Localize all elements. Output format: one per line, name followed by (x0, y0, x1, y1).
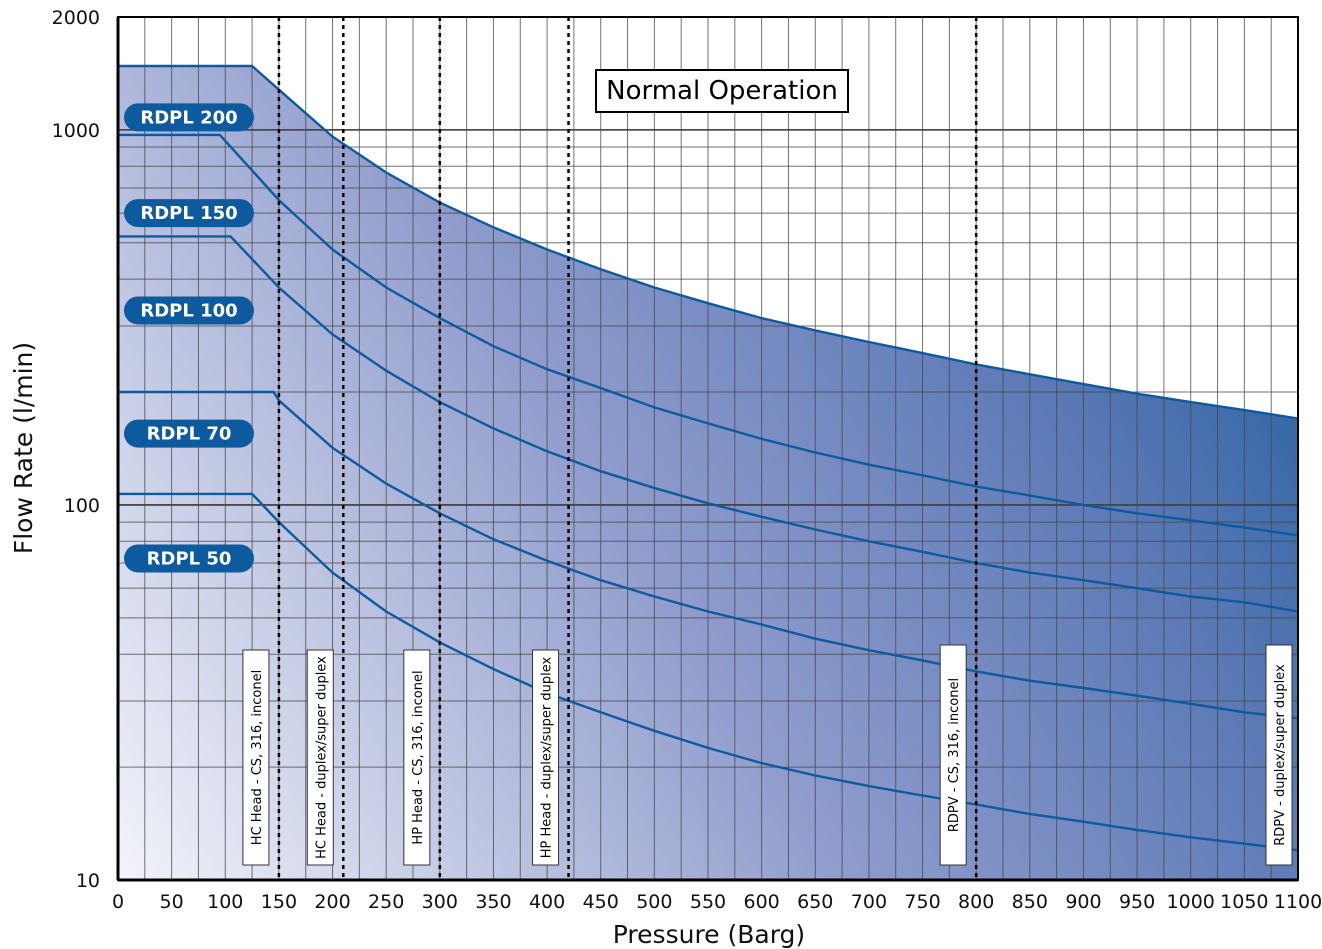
x-tick-label: 50 (160, 891, 184, 913)
x-tick-label: 550 (690, 891, 726, 913)
pressure-limit-label: RDPV - duplex/super duplex (1273, 664, 1288, 846)
pressure-limit-label: HC Head - CS, 316, inconel (250, 670, 265, 845)
series-label-pill (124, 103, 254, 132)
flow-curves (118, 64, 1299, 852)
pressure-limit-label-box (532, 649, 560, 866)
series-label-pill (124, 199, 254, 228)
banner-box (595, 69, 849, 113)
pressure-limit-label: HP Head - CS, 316, inconel (411, 670, 426, 844)
curve-rdpl-150 (118, 133, 1299, 537)
pressure-limit-label-box (403, 649, 431, 866)
x-tick-label: 1100 (1274, 891, 1322, 913)
x-tick-label: 150 (261, 891, 297, 913)
banner: Normal Operation (595, 69, 849, 113)
banner-text: Normal Operation (606, 76, 838, 106)
series-label: RDPL 70 (147, 424, 232, 445)
series-label: RDPL 200 (140, 107, 237, 128)
pressure-limit-label: RDPV - CS, 316, inconel (947, 678, 962, 832)
curve-rdpl-100 (118, 235, 1299, 613)
pressure-limit-label: HC Head - duplex/super duplex (314, 656, 329, 859)
y-axis-title: Flow Rate (l/min) (9, 342, 38, 554)
series-label: RDPL 100 (140, 300, 237, 321)
pressure-limit-label-box (1265, 644, 1293, 866)
x-tick-label: 800 (958, 891, 994, 913)
x-tick-label: 700 (851, 891, 887, 913)
x-tick-label: 300 (422, 891, 458, 913)
x-tick-label: 100 (207, 891, 243, 913)
x-tick-label: 750 (904, 891, 940, 913)
x-axis-ticks: 0 50 100 150 200 250 300 350 400 450 500 550 600 650 7… (112, 891, 1322, 913)
x-tick-label: 200 (314, 891, 350, 913)
pressure-limit-label-box (306, 649, 334, 866)
pressure-limit-label: HP Head - duplex/super duplex (540, 656, 555, 858)
x-tick-label: 1050 (1220, 891, 1268, 913)
curve-rdpl-50 (118, 492, 1299, 852)
series-label-pill (124, 296, 254, 325)
curve-rdpl-70 (118, 390, 1299, 720)
x-tick-label: 600 (744, 891, 780, 913)
series-label-pill (124, 544, 254, 573)
x-tick-label: 400 (529, 891, 565, 913)
x-tick-label: 350 (475, 891, 511, 913)
series-label: RDPL 150 (140, 203, 237, 224)
series-label: RDPL 50 (147, 548, 232, 569)
x-tick-label: 950 (1119, 891, 1155, 913)
y-axis-ticks: 10 100 1000 2000 (52, 7, 100, 892)
pressure-limit-lines: HC Head - CS, 316, inconel HC Head - dupl… (242, 17, 1293, 880)
plot-frame (116, 16, 1299, 882)
x-tick-label: 250 (368, 891, 404, 913)
x-tick-label: 900 (1065, 891, 1101, 913)
x-axis-title: Pressure (Barg) (613, 920, 805, 949)
y-tick-label: 2000 (52, 7, 100, 29)
pressure-limit-label-box (939, 644, 967, 866)
y-tick-label: 1000 (52, 120, 100, 142)
x-tick-label: 500 (636, 891, 672, 913)
pressure-limit-label-box (242, 649, 270, 866)
x-tick-label: 850 (1012, 891, 1048, 913)
series-label-pill (124, 419, 254, 448)
curve-rdpl-200 (118, 64, 1299, 420)
x-tick-label: 450 (583, 891, 619, 913)
y-tick-label: 100 (64, 495, 100, 517)
y-tick-label: 10 (76, 870, 100, 892)
x-tick-label: 0 (112, 891, 124, 913)
series-labels: RDPL 200 RDPL 150 RDPL 100 RDPL 70 RDPL 50 (124, 103, 254, 573)
x-tick-label: 1000 (1167, 891, 1215, 913)
x-tick-label: 650 (797, 891, 833, 913)
